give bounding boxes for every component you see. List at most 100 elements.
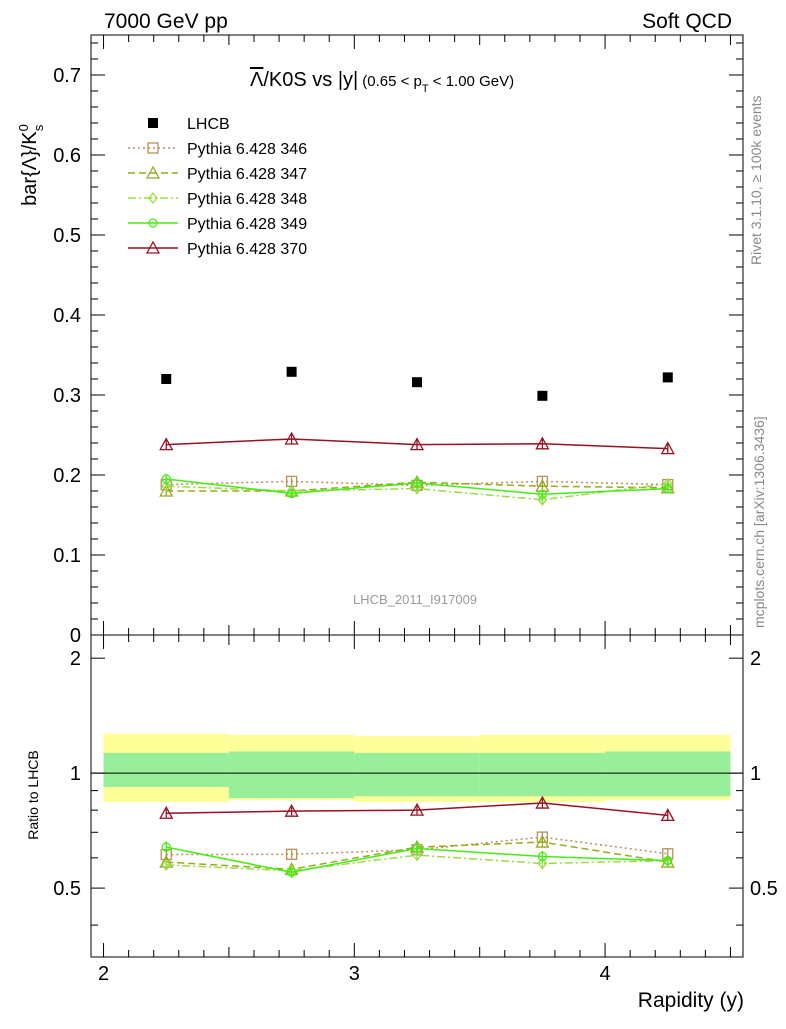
ratio-panel: 0.5 0.5 1 1 2 2: [53, 634, 778, 958]
series-point: [409, 437, 425, 451]
legend-marker: [145, 240, 161, 254]
series-point: [286, 488, 297, 499]
ratio-series-4: [161, 841, 673, 879]
series-point: [161, 474, 171, 484]
legend-marker: [148, 218, 158, 228]
ratio-y-tick-label-right: 1: [750, 763, 761, 785]
y-tick-label: 0.5: [53, 225, 81, 247]
ratio-point: [412, 843, 422, 854]
ratio-series-3: [161, 849, 673, 877]
ratio-line: [166, 841, 668, 871]
ratio-frame: [90, 634, 744, 958]
rivet-version-label: Rivet 3.1.10, ≥ 100k events: [748, 95, 764, 265]
main-y-axis-label: bar{Λ}/K0s: [16, 124, 46, 206]
data-point: [537, 390, 548, 401]
y-tick-label: 0.3: [53, 385, 81, 407]
ratio-y-tick-label-right: 0.5: [750, 878, 778, 900]
y-tick-label: 0.1: [53, 545, 81, 567]
legend-label: Pythia 6.428 349: [187, 216, 307, 233]
header-right-label: Soft QCD: [642, 10, 732, 33]
ratio-point: [409, 802, 425, 816]
legend-entry-1: Pythia 6.428 346: [128, 141, 307, 158]
legend-entry-lhcb: LHCB: [148, 116, 230, 133]
legend-entry-3: Pythia 6.428 348: [128, 191, 307, 208]
data-point: [286, 366, 297, 377]
legend-label: LHCB: [187, 116, 230, 133]
title-cut-sub: T: [422, 83, 429, 95]
ratio-point: [535, 795, 550, 809]
series-point: [535, 436, 550, 450]
x-tick-label: 4: [600, 963, 611, 985]
legend-label: Pythia 6.428 348: [187, 191, 307, 208]
x-tick-label: 2: [98, 963, 109, 985]
ylabel-main: bar{Λ}/K: [19, 131, 41, 206]
data-point: [161, 374, 172, 384]
ratio-point: [285, 848, 298, 860]
series-point: [412, 482, 422, 495]
ratio-point: [660, 808, 675, 822]
data-series-lhcb: [161, 366, 673, 401]
x-tick-label: 3: [349, 963, 360, 985]
title-lambda: Λ: [250, 69, 264, 91]
title-main: /K0S vs |y|: [263, 69, 358, 91]
series-line: [166, 481, 668, 492]
analysis-watermark: LHCB_2011_I917009: [353, 592, 477, 607]
mcplots-label: mcplots.cern.ch [arXiv:1306.3436]: [751, 416, 767, 628]
legend-label: Pythia 6.428 370: [187, 241, 307, 258]
series-point: [412, 478, 422, 488]
series-line: [166, 483, 668, 501]
title-cut-prefix: (0.65 < p: [362, 73, 422, 90]
ratio-y-tick-label-right: 2: [750, 648, 761, 670]
ratio-point: [159, 805, 174, 819]
ratio-point: [286, 867, 297, 877]
plot-title: Λ/K0S vs |y| (0.65 < pT < 1.00 GeV): [250, 69, 514, 95]
legend-marker: [145, 165, 161, 179]
legend-entry-2: Pythia 6.428 347: [128, 165, 307, 183]
legend-entry-4: Pythia 6.428 349: [128, 216, 307, 233]
y-tick-label: 0.4: [53, 305, 81, 327]
uncertainty-band-inner: [103, 752, 229, 787]
uncertainty-band-inner: [354, 752, 480, 797]
y-tick-label: 0.2: [53, 465, 81, 487]
series-point: [660, 441, 675, 455]
uncertainty-band-inner: [605, 751, 731, 797]
ratio-point: [535, 834, 550, 848]
x-axis-label: Rapidity (y): [638, 989, 744, 1012]
ylabel-sup: 0: [16, 124, 31, 131]
ylabel-sub: s: [31, 124, 46, 131]
ratio-y-tick-label-left: 0.5: [53, 878, 81, 900]
series-point: [159, 483, 174, 497]
ratio-point: [412, 849, 422, 862]
ratio-point: [663, 855, 673, 866]
data-point: [662, 372, 673, 383]
legend-marker: [148, 118, 158, 128]
legend-marker: [148, 191, 158, 205]
series-point: [537, 489, 548, 499]
legend-label: Pythia 6.428 346: [187, 141, 307, 158]
data-point: [412, 377, 422, 388]
ratio-y-tick-label-left: 2: [70, 648, 81, 670]
title-cut-suffix: < 1.00 GeV): [429, 73, 514, 90]
ratio-series-5: [159, 795, 675, 822]
series-point: [537, 493, 548, 506]
legend-entry-5: Pythia 6.428 370: [128, 240, 307, 258]
y-tick-label: 0.7: [53, 65, 81, 87]
series-4: [161, 473, 673, 499]
series-point: [161, 480, 172, 493]
series-5: [159, 431, 675, 455]
series-point: [159, 437, 174, 451]
ratio-point: [284, 803, 299, 817]
ratio-point: [537, 851, 548, 862]
ratio-point: [537, 857, 548, 870]
uncertainty-band-inner: [479, 752, 606, 797]
legend: LHCB Pythia 6.428 346 Pythia 6.428 347 Pyth…: [128, 116, 307, 258]
main-panel: 0 0.1 0.2 0.3 0.4 0.5 0.6 0.7: [53, 34, 744, 647]
ratio-y-tick-label-left: 1: [70, 763, 81, 785]
ratio-y-axis-label: Ratio to LHCB: [25, 750, 41, 839]
y-tick-label: 0: [70, 625, 81, 647]
legend-marker: [147, 142, 159, 154]
y-tick-label: 0.6: [53, 145, 81, 167]
series-point: [284, 431, 299, 445]
